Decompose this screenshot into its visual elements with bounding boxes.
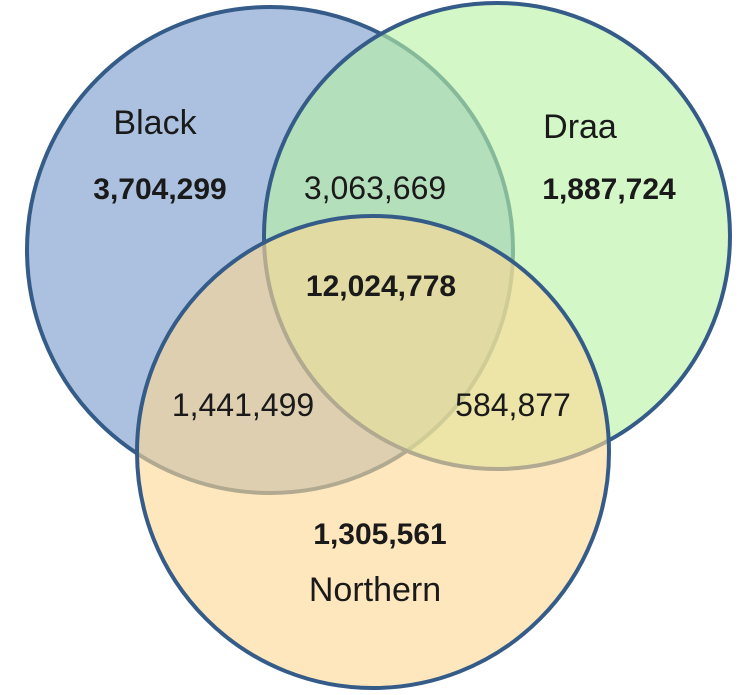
circle-northern [135,214,611,690]
region-black-northern: 1,441,499 [172,387,314,423]
set-label-black: Black [113,104,197,142]
region-all-three: 12,024,778 [306,270,456,303]
region-black-draa: 3,063,669 [304,170,446,206]
set-label-northern: Northern [309,571,441,609]
region-black-only: 3,704,299 [93,173,226,206]
set-label-draa: Draa [543,108,617,146]
region-draa-northern: 584,877 [455,387,571,423]
region-draa-only: 1,887,724 [542,173,676,206]
region-northern-only: 1,305,561 [313,518,446,551]
